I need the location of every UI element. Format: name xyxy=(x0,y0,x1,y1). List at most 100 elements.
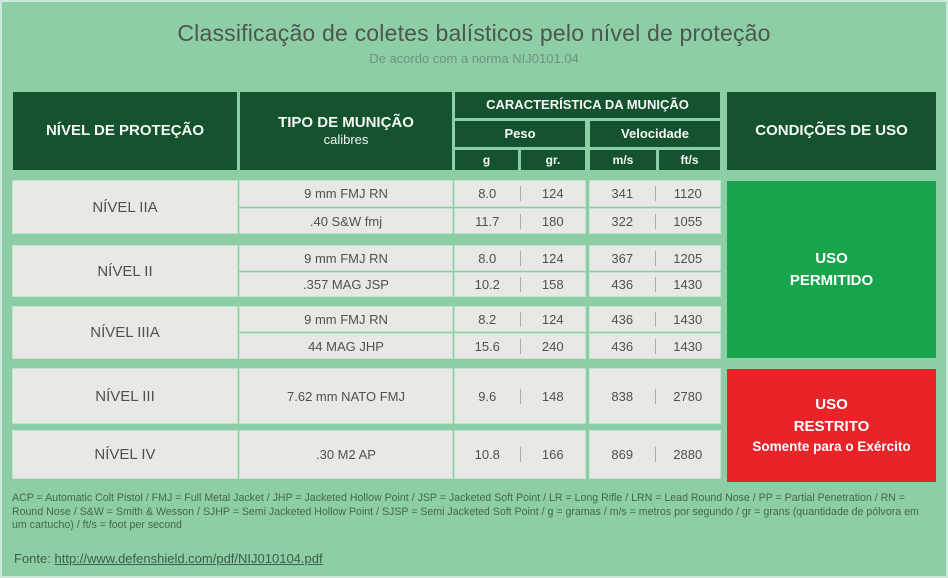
header-protection-level: NÍVEL DE PROTEÇÃO xyxy=(13,92,237,170)
source-link[interactable]: http://www.defenshield.com/pdf/NIJ010104… xyxy=(54,551,323,566)
velocity-ms-value: 436 xyxy=(611,311,634,327)
value-separator xyxy=(654,338,656,354)
weight-gr-value: 240 xyxy=(541,338,564,354)
velocity-ms-value: 869 xyxy=(611,447,634,462)
weight-gr-value: 124 xyxy=(541,186,564,201)
use-restricted-line2: RESTRITO xyxy=(793,417,870,435)
value-separator xyxy=(654,447,656,462)
header-ammo-type-line2: calibres xyxy=(323,132,369,148)
value-separator xyxy=(654,186,656,201)
value-separator xyxy=(519,338,521,354)
value-separator xyxy=(654,213,656,229)
header-unit-fts-label: ft/s xyxy=(680,152,699,167)
weight-cell: 10.8 166 xyxy=(455,431,585,478)
ammo-type-cell: .30 M2 AP xyxy=(240,431,452,478)
velocity-fts-value: 2880 xyxy=(673,447,703,462)
abbreviations-note: ACP = Automatic Colt Pistol / FMJ = Full… xyxy=(12,492,919,532)
value-separator xyxy=(654,311,656,327)
velocity-ms-value: 367 xyxy=(611,250,634,266)
velocity-fts-value: 1430 xyxy=(673,311,703,327)
velocity-fts-value: 1205 xyxy=(673,250,703,266)
velocity-cell: 838 2780 xyxy=(590,369,720,423)
value-separator xyxy=(519,277,521,292)
weight-cell: 8.0 124 xyxy=(455,181,585,206)
weight-gr-value: 158 xyxy=(541,277,564,292)
header-unit-gr: gr. xyxy=(521,150,585,170)
level-cell: NÍVEL IV xyxy=(13,431,237,478)
velocity-cell: 436 1430 xyxy=(590,273,720,296)
header-use-conditions-label: CONDIÇÕES DE USO xyxy=(755,121,908,139)
ammo-type-cell: 7.62 mm NATO FMJ xyxy=(240,369,452,423)
ammo-type-cell: .357 MAG JSP xyxy=(240,273,452,296)
velocity-cell: 367 1205 xyxy=(590,246,720,270)
weight-g-value: 8.0 xyxy=(478,250,497,266)
header-velocity-label: Velocidade xyxy=(621,125,689,141)
weight-g-value: 8.0 xyxy=(478,186,497,201)
use-restricted-block: USO RESTRITO Somente para o Exército xyxy=(727,369,936,482)
velocity-cell: 341 1120 xyxy=(590,181,720,206)
level-cell: NÍVEL IIIA xyxy=(13,307,237,358)
value-separator xyxy=(519,311,521,327)
ammo-type-cell: .40 S&W fmj xyxy=(240,209,452,233)
source-label: Fonte: xyxy=(14,551,51,566)
weight-cell: 8.0 124 xyxy=(455,246,585,270)
use-restricted-line1: USO xyxy=(815,395,848,413)
use-permitted-line2: PERMITIDO xyxy=(789,271,874,289)
weight-cell: 9.6 148 xyxy=(455,369,585,423)
weight-gr-value: 124 xyxy=(541,250,564,266)
value-separator xyxy=(519,447,521,462)
header-protection-level-label: NÍVEL DE PROTEÇÃO xyxy=(45,121,205,139)
weight-cell: 15.6 240 xyxy=(455,334,585,358)
use-restricted-line3: Somente para o Exército xyxy=(752,439,911,455)
header-weight: Peso xyxy=(455,121,585,147)
weight-g-value: 10.2 xyxy=(474,277,500,292)
ammo-type-cell: 9 mm FMJ RN xyxy=(240,307,452,331)
weight-gr-value: 166 xyxy=(541,447,564,462)
velocity-ms-value: 436 xyxy=(611,338,634,354)
page-title: Classificação de coletes balísticos pelo… xyxy=(177,20,771,46)
weight-cell: 10.2 158 xyxy=(455,273,585,296)
header-velocity: Velocidade xyxy=(590,121,720,147)
value-separator xyxy=(519,186,521,201)
value-separator xyxy=(519,388,521,404)
value-separator xyxy=(519,213,521,229)
weight-g-value: 9.6 xyxy=(478,388,497,404)
velocity-cell: 436 1430 xyxy=(590,307,720,331)
ammo-type-cell: 9 mm FMJ RN xyxy=(240,181,452,206)
value-separator xyxy=(654,388,656,404)
value-separator xyxy=(654,250,656,266)
header-unit-g: g xyxy=(455,150,518,170)
velocity-fts-value: 2780 xyxy=(673,388,703,404)
velocity-ms-value: 436 xyxy=(611,277,634,292)
weight-g-value: 10.8 xyxy=(474,447,500,462)
weight-cell: 11.7 180 xyxy=(455,209,585,233)
value-separator xyxy=(519,250,521,266)
ammo-type-cell: 44 MAG JHP xyxy=(240,334,452,358)
weight-gr-value: 124 xyxy=(541,311,564,327)
velocity-ms-value: 341 xyxy=(611,186,634,201)
velocity-fts-value: 1055 xyxy=(673,213,703,229)
velocity-fts-value: 1430 xyxy=(673,338,703,354)
level-cell: NÍVEL III xyxy=(13,369,237,423)
velocity-cell: 436 1430 xyxy=(590,334,720,358)
velocity-fts-value: 1430 xyxy=(673,277,703,292)
source-line: Fonte: http://www.defenshield.com/pdf/NI… xyxy=(14,551,323,566)
level-cell: NÍVEL II xyxy=(13,246,237,296)
header-unit-g-label: g xyxy=(482,152,491,167)
weight-g-value: 8.2 xyxy=(478,311,497,327)
weight-g-value: 15.6 xyxy=(474,338,500,354)
velocity-cell: 869 2880 xyxy=(590,431,720,478)
weight-cell: 8.2 124 xyxy=(455,307,585,331)
velocity-fts-value: 1120 xyxy=(673,186,702,201)
use-permitted-block: USO PERMITIDO xyxy=(727,181,936,358)
header-unit-fts: ft/s xyxy=(659,150,720,170)
use-permitted-line1: USO xyxy=(815,249,848,267)
page-subtitle: De acordo com a norma NIJ0101.04 xyxy=(369,51,579,66)
header-weight-label: Peso xyxy=(504,125,536,141)
level-cell: NÍVEL IIA xyxy=(13,181,237,233)
header-unit-ms-label: m/s xyxy=(612,152,634,167)
velocity-ms-value: 322 xyxy=(611,213,634,229)
header-ammo-characteristic-label: CARACTERÍSTICA DA MUNIÇÃO xyxy=(486,96,689,112)
weight-g-value: 11.7 xyxy=(475,213,500,229)
